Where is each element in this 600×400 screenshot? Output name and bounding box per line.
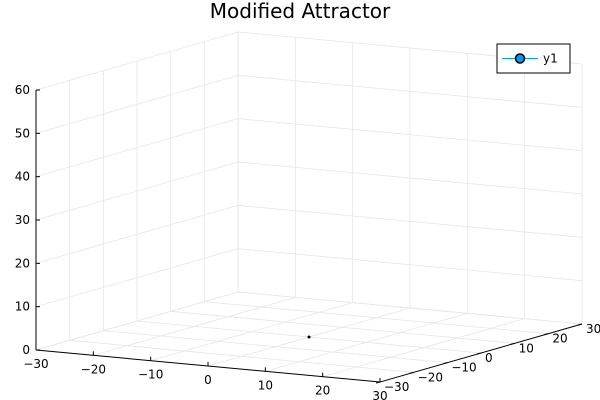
floor-grid-line-y xyxy=(103,330,448,364)
back-wall-grid-line-z xyxy=(237,204,583,238)
data-point xyxy=(307,335,311,339)
left-wall-grid-line-z xyxy=(35,161,239,221)
y-tick-mark xyxy=(443,362,448,365)
y-tick-label: 20 xyxy=(552,332,567,346)
x-tick-label: 20 xyxy=(315,384,330,398)
z-tick-label: 20 xyxy=(15,256,30,270)
axes xyxy=(35,89,583,384)
tick-labels: −30 −20 −10 0 10 20 30−30−20−10010203001020304… xyxy=(15,83,600,400)
left-wall-grid-line-z xyxy=(35,248,239,308)
floor-grid-line-y xyxy=(204,301,549,335)
legend-marker-icon xyxy=(514,53,526,64)
x-tick-label: 10 xyxy=(258,378,273,392)
back-wall-grid-line-z xyxy=(237,118,583,152)
y-tick-mark xyxy=(409,371,414,374)
y-tick-label: −20 xyxy=(418,370,443,384)
back-wall-grid-line-z xyxy=(237,74,583,108)
x-tick-label: −10 xyxy=(138,368,163,382)
x-tick-label: −20 xyxy=(81,362,106,376)
y-tick-mark xyxy=(375,381,381,384)
back-wall-grid-line-z xyxy=(237,291,583,325)
floor-grid-line-y xyxy=(170,310,515,344)
floor-grid-line-y xyxy=(69,339,414,373)
y-tick-mark xyxy=(544,333,549,336)
y-tick-label: 0 xyxy=(485,351,493,365)
z-tick-label: 0 xyxy=(22,343,30,357)
z-tick-label: 30 xyxy=(15,213,30,227)
y-tick-label: 30 xyxy=(586,322,600,336)
y-tick-label: 10 xyxy=(519,341,534,355)
left-wall-grid-line-z xyxy=(35,31,239,91)
left-wall-grid-line-z xyxy=(35,118,239,178)
legend: y1 xyxy=(496,43,571,74)
z-tick-label: 40 xyxy=(15,170,30,184)
grid-lines xyxy=(35,31,583,383)
y-tick-mark xyxy=(510,342,515,345)
x-tick-label: 30 xyxy=(372,389,387,400)
z-tick-label: 60 xyxy=(15,83,30,97)
left-wall-grid-line-z xyxy=(35,204,239,264)
left-wall-grid-line-z xyxy=(35,291,239,351)
x-tick-label: −30 xyxy=(23,357,48,371)
y-tick-mark xyxy=(577,323,583,326)
y-tick-label: −30 xyxy=(384,380,409,394)
back-wall-grid-line-z xyxy=(237,248,583,282)
data-points xyxy=(307,335,311,339)
legend-label: y1 xyxy=(543,52,558,66)
left-wall-grid-line-z xyxy=(35,74,239,134)
chart-title: Modified Attractor xyxy=(210,0,391,23)
back-wall-grid-line-z xyxy=(237,161,583,195)
y-tick-label: −10 xyxy=(451,361,476,375)
y-tick-mark xyxy=(476,352,482,355)
z-tick-label: 10 xyxy=(15,300,30,314)
z-tick-label: 50 xyxy=(15,126,30,140)
x-tick-label: 0 xyxy=(204,373,212,387)
